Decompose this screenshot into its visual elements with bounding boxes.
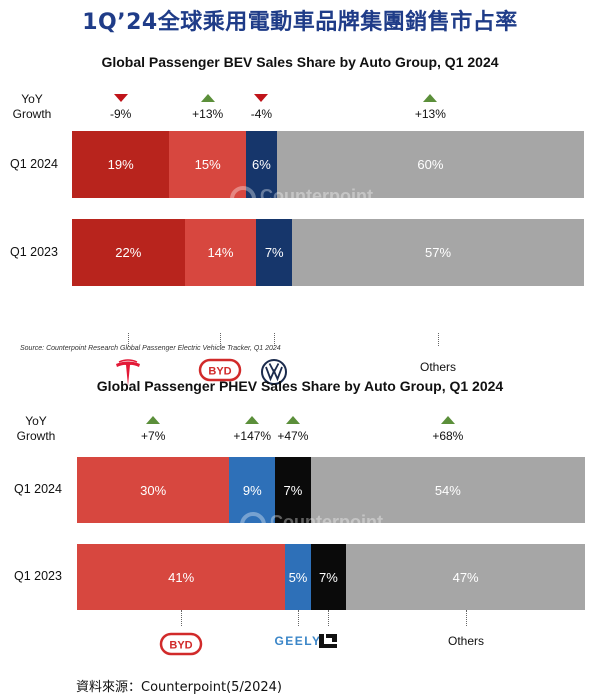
leader-line — [128, 333, 129, 346]
volkswagen-logo-icon — [260, 358, 288, 386]
others-label: Others — [447, 634, 485, 648]
watermark-logo-icon — [240, 512, 266, 538]
bar-segment-tesla: 19% — [72, 131, 170, 198]
yoy-value-byd: +7% — [141, 429, 166, 443]
watermark: Counterpoint Technology Market Research — [240, 512, 383, 538]
geely-logo-icon: GEELY — [274, 634, 322, 648]
up-arrow-icon — [285, 416, 300, 424]
bar-segment-volkswagen: 6% — [246, 131, 277, 198]
leader-line — [466, 610, 467, 626]
row-label: Q1 2024 — [14, 482, 62, 496]
watermark: Counterpoint Technology Market Research — [230, 186, 373, 212]
up-arrow-icon — [423, 94, 438, 102]
up-arrow-icon — [146, 416, 161, 424]
leader-line — [181, 610, 182, 626]
yoy-value-others: +68% — [432, 429, 464, 443]
bar-segment-byd: 15% — [169, 131, 247, 198]
bar-segment-li-auto: 7% — [275, 457, 311, 523]
bar-segment-li-auto: 7% — [310, 544, 347, 610]
bar-segment-byd: 30% — [77, 457, 230, 523]
yoy-value-byd: +13% — [192, 107, 224, 121]
down-arrow-icon — [254, 94, 269, 102]
yoy-growth-label: YoY Growth — [12, 92, 52, 121]
row-label: Q1 2023 — [14, 569, 62, 583]
bar-segment-byd: 14% — [184, 219, 257, 286]
yoy-growth-label: YoY Growth — [16, 414, 56, 443]
bar-segment-tesla: 22% — [72, 219, 185, 286]
bar-segment-volkswagen: 7% — [256, 219, 293, 286]
leader-line — [274, 333, 275, 346]
li-auto-logo-icon — [317, 632, 339, 650]
up-arrow-icon — [245, 416, 260, 424]
yoy-value-geely: +147% — [233, 429, 272, 443]
byd-logo-icon: BYD — [159, 632, 203, 656]
yoy-value-volkswagen: -4% — [250, 107, 273, 121]
chart-source-note: Source: Counterpoint Research Global Pas… — [20, 345, 281, 352]
bar-segment-others: 60% — [276, 131, 584, 198]
leader-line — [298, 610, 299, 626]
tesla-logo-icon — [113, 358, 143, 388]
up-arrow-icon — [200, 94, 215, 102]
chart-title: Global Passenger PHEV Sales Share by Aut… — [96, 378, 504, 394]
yoy-value-others: +13% — [414, 107, 446, 121]
watermark-logo-icon — [230, 186, 256, 212]
svg-text:BYD: BYD — [208, 366, 231, 378]
chart-title: Global Passenger BEV Sales Share by Auto… — [101, 54, 499, 70]
leader-line — [438, 333, 439, 346]
chart-bev: Global Passenger BEV Sales Share by Auto… — [0, 46, 600, 386]
others-label: Others — [419, 360, 457, 374]
chart-phev: Global Passenger PHEV Sales Share by Aut… — [0, 378, 600, 678]
leader-line — [328, 610, 329, 626]
row-label: Q1 2023 — [10, 244, 58, 259]
up-arrow-icon — [440, 416, 455, 424]
page-title: 1Q’24全球乘用電動車品牌集團銷售市占率 — [82, 10, 518, 35]
yoy-value-tesla: -9% — [109, 107, 132, 121]
bar-segment-byd: 41% — [77, 544, 286, 610]
bar-segment-others: 57% — [292, 219, 584, 286]
svg-text:BYD: BYD — [169, 640, 192, 652]
bar-segment-others: 47% — [346, 544, 585, 610]
byd-logo-icon: BYD — [198, 358, 242, 382]
down-arrow-icon — [113, 94, 128, 102]
footer-source: 資料來源：Counterpoint(5/2024) — [76, 680, 282, 695]
bar-segment-geely: 5% — [285, 544, 311, 610]
row-label: Q1 2024 — [10, 156, 58, 171]
bar-segment-others: 54% — [310, 457, 585, 523]
yoy-value-li-auto: +47% — [277, 429, 309, 443]
leader-line — [220, 333, 221, 346]
